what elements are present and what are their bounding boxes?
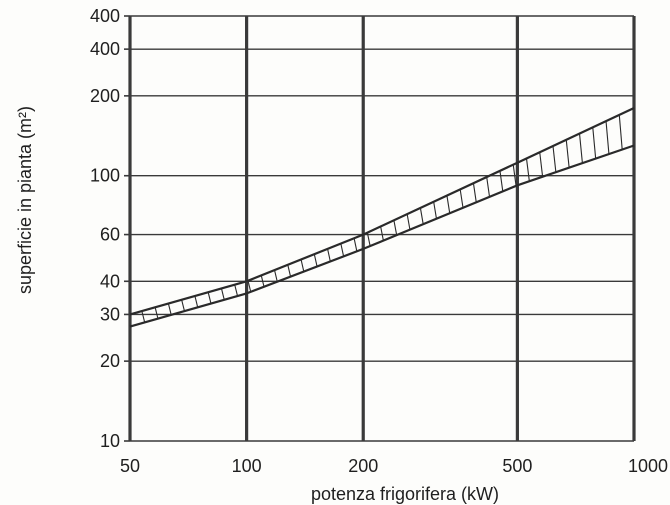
band-area bbox=[129, 107, 635, 328]
band-hatch-line bbox=[592, 126, 597, 160]
grid-lines bbox=[124, 15, 636, 442]
y-tick-label: 100 bbox=[90, 166, 120, 186]
band-lower-line bbox=[129, 144, 635, 328]
y-tick-label: 200 bbox=[90, 86, 120, 106]
band-hatch-line bbox=[220, 287, 225, 301]
band-hatch-line bbox=[194, 295, 199, 308]
band-hatch-line bbox=[605, 120, 610, 155]
x-tick-label: 50 bbox=[120, 456, 140, 476]
band-hatch-line bbox=[419, 207, 424, 225]
band-hatch-line bbox=[499, 170, 504, 192]
band-hatch-line bbox=[433, 200, 438, 220]
y-tick-labels: 10 20 30 40 60 100 200 400 400 bbox=[90, 6, 120, 451]
band-upper-line bbox=[129, 107, 635, 316]
band-hatch-line bbox=[539, 151, 544, 178]
y-axis-title: superficie in pianta (m²) bbox=[15, 106, 35, 294]
band-hatch-line bbox=[207, 291, 212, 305]
band-hatch-line bbox=[366, 231, 371, 247]
band-hatch-line bbox=[459, 188, 464, 209]
band-hatch-line bbox=[234, 284, 239, 297]
y-tick-label: 40 bbox=[100, 271, 120, 291]
band-hatch-line bbox=[393, 219, 398, 236]
y-tick-label: 400 bbox=[90, 39, 120, 59]
band-hatch-line bbox=[486, 176, 491, 198]
band-hatch-line bbox=[512, 163, 517, 187]
x-tick-labels: 50 100 200 500 1000 bbox=[120, 456, 668, 476]
band-hatch-line bbox=[565, 139, 570, 169]
x-tick-label: 200 bbox=[348, 456, 378, 476]
band-hatch-line bbox=[618, 114, 623, 151]
x-tick-label: 500 bbox=[502, 456, 532, 476]
band-hatch-line bbox=[141, 310, 146, 323]
band-hatch-line bbox=[313, 253, 318, 268]
y-tick-label: 30 bbox=[100, 304, 120, 324]
band-hatch-line bbox=[406, 213, 411, 231]
band-hatch-line bbox=[552, 145, 557, 173]
band-hatch-line bbox=[446, 194, 451, 214]
y-tick-label: 10 bbox=[100, 431, 120, 451]
band-hatch-line bbox=[247, 280, 252, 293]
x-axis-title: potenza frigorifera (kW) bbox=[311, 484, 499, 504]
band-hatch-line bbox=[300, 258, 305, 273]
y-tick-label: 20 bbox=[100, 351, 120, 371]
band-hatch-line bbox=[326, 248, 331, 263]
band-hatch-line bbox=[273, 269, 278, 283]
x-tick-label: 100 bbox=[232, 456, 262, 476]
y-tick-label: 60 bbox=[100, 225, 120, 245]
band-hatch-line bbox=[287, 264, 292, 278]
band-hatch-line bbox=[154, 306, 159, 320]
band-hatch-line bbox=[181, 299, 186, 312]
band-hatch-line bbox=[167, 302, 172, 316]
band-hatch-line bbox=[260, 274, 265, 288]
band-hatch-line bbox=[379, 225, 385, 242]
y-tick-label: 400 bbox=[90, 6, 120, 26]
band-hatch-line bbox=[353, 237, 358, 252]
x-tick-label: 1000 bbox=[628, 456, 668, 476]
band-hatch-line bbox=[340, 242, 345, 258]
band-hatch-line bbox=[472, 182, 477, 203]
band-hatch-line bbox=[578, 132, 583, 164]
band-hatch-line bbox=[525, 157, 530, 182]
